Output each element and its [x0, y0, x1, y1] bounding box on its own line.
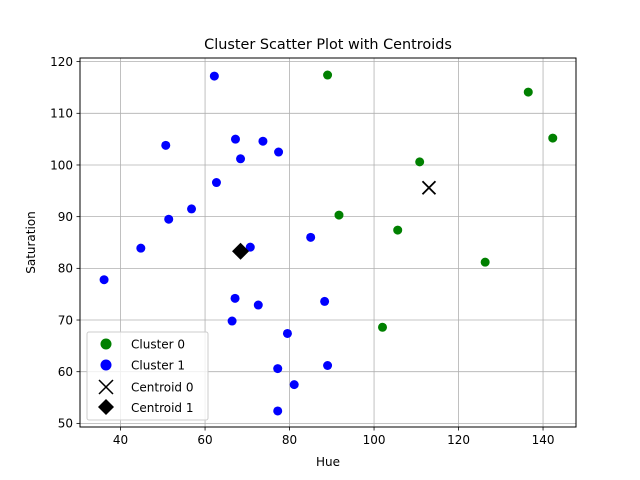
cluster-1-point [227, 316, 237, 326]
cluster-1-point [164, 214, 174, 224]
centroid-0-marker [421, 180, 437, 195]
legend-label-cluster-1: Cluster 1 [131, 359, 185, 373]
cluster-0-point [393, 225, 403, 235]
cluster-1-point [306, 232, 316, 242]
y-tick-label: 60 [58, 365, 73, 379]
cluster-1-point [161, 140, 171, 150]
cluster-0-point [548, 133, 558, 143]
legend-label-cluster-0: Cluster 0 [131, 338, 185, 352]
cluster-0-point [480, 257, 490, 267]
cluster-1-point [258, 136, 268, 146]
cluster-0-point [378, 322, 388, 332]
cluster-1-point [209, 71, 219, 81]
centroid-1-marker [232, 242, 250, 260]
y-tick-label: 120 [50, 55, 73, 69]
x-tick-label: 60 [197, 433, 212, 447]
cluster-1-point [230, 293, 240, 303]
cluster-0-point [334, 210, 344, 220]
x-axis-title: Hue [316, 455, 340, 469]
plot-frame [79, 57, 577, 428]
y-tick-label: 50 [58, 417, 73, 431]
legend-box [86, 331, 209, 421]
y-tick-label: 70 [58, 313, 73, 327]
cluster-1-point [211, 178, 221, 188]
cluster-1-point [236, 154, 246, 164]
cluster-0-point [523, 87, 533, 97]
cluster-1-point [273, 364, 283, 374]
cluster-1-point [282, 328, 292, 338]
cluster-1-point [99, 275, 109, 285]
cluster-1-point [245, 242, 255, 252]
cluster-1-point [230, 134, 240, 144]
x-tick-label: 140 [532, 433, 555, 447]
cluster-1-point [289, 380, 299, 390]
data-points [99, 70, 558, 416]
x-tick-label: 40 [113, 433, 128, 447]
y-tick-label: 100 [50, 158, 73, 172]
legend-marker-cluster-1 [100, 359, 112, 371]
axis-ticks: 40 60 80 100 120 140 50 60 70 80 90 100 110 120 [50, 55, 554, 447]
chart-title: Cluster Scatter Plot with Centroids [204, 37, 452, 53]
legend-marker-centroid-1 [98, 399, 114, 415]
legend-label-centroid-1: Centroid 1 [131, 401, 193, 415]
y-tick-label: 80 [58, 262, 73, 276]
cluster-0-point [415, 157, 425, 167]
cluster-1-point [253, 300, 263, 310]
legend-label-centroid-0: Centroid 0 [131, 381, 193, 395]
cluster-0-point [323, 70, 333, 80]
y-tick-label: 90 [58, 210, 73, 224]
x-tick-label: 100 [363, 433, 386, 447]
cluster-1-point [187, 204, 197, 214]
x-tick-label: 80 [282, 433, 297, 447]
cluster-1-point [274, 147, 284, 157]
legend-marker-cluster-0 [100, 338, 112, 350]
legend: Cluster 0 Cluster 1 Centroid 0 Centroid … [86, 331, 209, 421]
cluster-1-point [320, 296, 330, 306]
cluster-1-point [273, 406, 283, 416]
x-tick-label: 120 [447, 433, 470, 447]
legend-marker-centroid-0 [98, 379, 114, 395]
cluster-1-point [323, 361, 333, 370]
cluster-1-point [136, 243, 146, 253]
y-tick-label: 110 [50, 107, 73, 121]
y-axis-title: Saturation [24, 211, 38, 274]
